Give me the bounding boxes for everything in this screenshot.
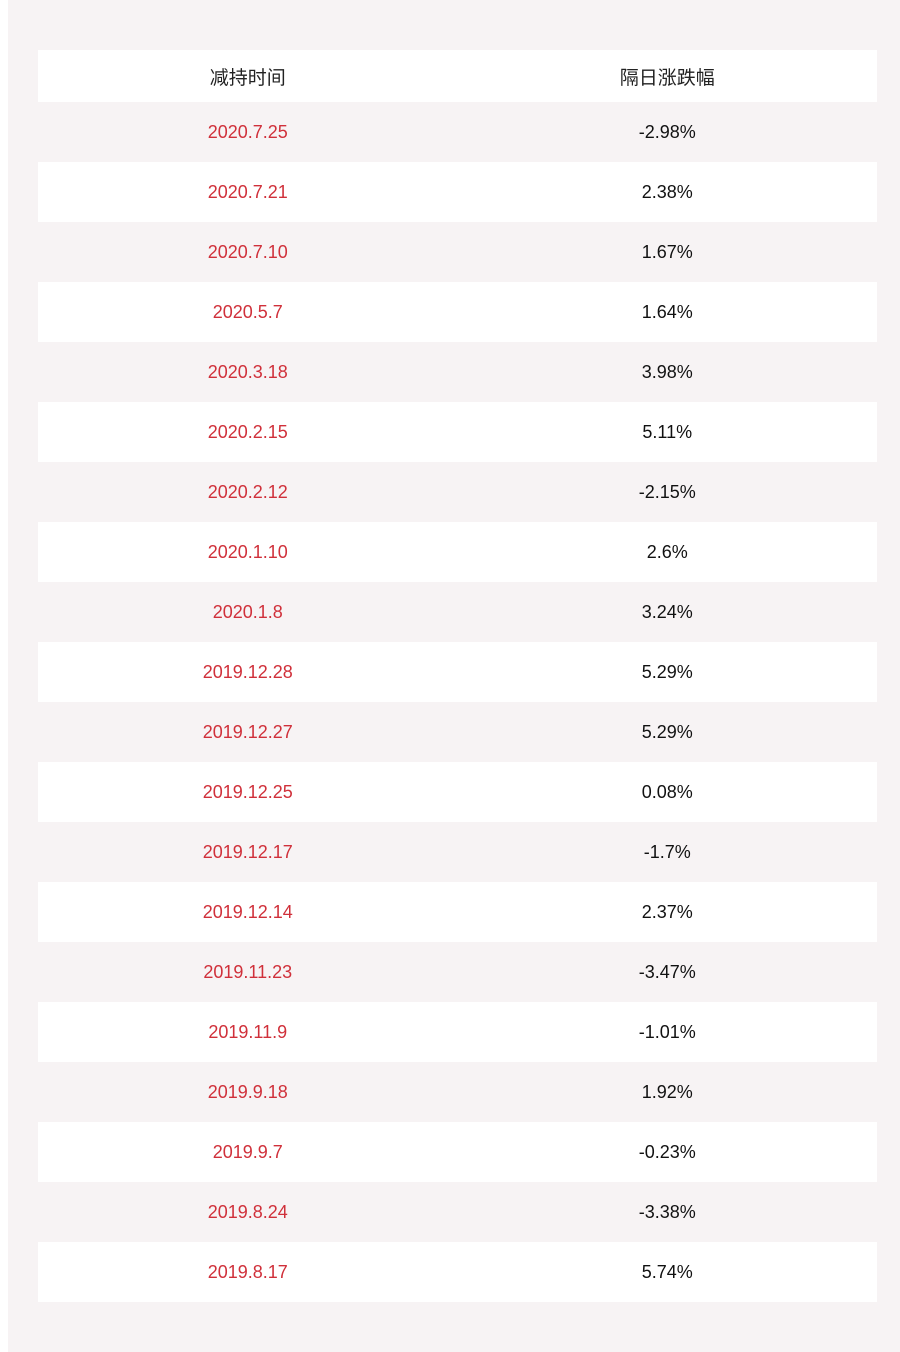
next-day-change-cell: 5.74% [641, 1261, 693, 1282]
reduction-date-cell: 2019.8.24 [207, 1201, 288, 1222]
table-row: 2020.7.10 1.67% [38, 222, 877, 282]
table-row: 2020.2.12 -2.15% [38, 462, 877, 522]
reduction-date-cell: 2019.12.17 [202, 841, 293, 862]
table-row: 2019.11.9 -1.01% [38, 1002, 877, 1062]
next-day-change-cell: 5.29% [641, 661, 693, 682]
next-day-change-cell: 1.64% [641, 301, 693, 322]
reduction-date-cell: 2020.7.25 [207, 121, 288, 142]
reduction-date-cell: 2019.12.25 [202, 781, 293, 802]
table-row: 2020.5.7 1.64% [38, 282, 877, 342]
header-reduction-date: 减持时间 [209, 66, 286, 89]
table-body: 2020.7.25 -2.98% 2020.7.21 2.38% 2020.7.10 1.… [38, 102, 877, 1302]
next-day-change-cell: 5.29% [641, 721, 693, 742]
reduction-date-cell: 2020.3.18 [207, 361, 288, 382]
next-day-change-cell: 3.98% [641, 361, 693, 382]
table-row: 2020.7.25 -2.98% [38, 102, 877, 162]
reduction-date-cell: 2020.7.21 [207, 181, 288, 202]
next-day-change-cell: -3.47% [638, 961, 696, 982]
next-day-change-cell: 1.67% [641, 241, 693, 262]
reduction-date-cell: 2019.11.9 [208, 1021, 288, 1042]
table-row: 2020.3.18 3.98% [38, 342, 877, 402]
table-row: 2019.12.28 5.29% [38, 642, 877, 702]
table-row: 2019.9.18 1.92% [38, 1062, 877, 1122]
reduction-date-cell: 2019.12.27 [202, 721, 293, 742]
table-header: 减持时间 隔日涨跌幅 [38, 50, 877, 102]
next-day-change-cell: -3.38% [638, 1201, 696, 1222]
reduction-date-cell: 2020.1.8 [212, 601, 283, 622]
table-row: 2020.2.15 5.11% [38, 402, 877, 462]
table-row: 2019.8.17 5.74% [38, 1242, 877, 1302]
table-row: 2020.1.10 2.6% [38, 522, 877, 582]
table-row: 2019.9.7 -0.23% [38, 1122, 877, 1182]
reduction-date-cell: 2019.9.7 [212, 1141, 283, 1162]
table-card: 减持时间 隔日涨跌幅 2020.7.25 -2.98% 2020.7.21 2.38%… [8, 0, 900, 1352]
table-row: 2019.12.27 5.29% [38, 702, 877, 762]
header-next-day-change: 隔日涨跌幅 [619, 66, 715, 89]
reduction-date-cell: 2019.11.23 [203, 961, 293, 982]
next-day-change-cell: 1.92% [641, 1081, 693, 1102]
table-row: 2019.12.17 -1.7% [38, 822, 877, 882]
reduction-date-cell: 2020.2.12 [207, 481, 288, 502]
table-row: 2019.11.23 -3.47% [38, 942, 877, 1002]
table-row: 2019.8.24 -3.38% [38, 1182, 877, 1242]
reduction-date-cell: 2019.8.17 [207, 1261, 288, 1282]
reduction-date-cell: 2020.2.15 [207, 421, 288, 442]
table-row: 2020.7.21 2.38% [38, 162, 877, 222]
reduction-date-cell: 2020.1.10 [207, 541, 288, 562]
reduction-date-cell: 2019.9.18 [207, 1081, 288, 1102]
next-day-change-cell: 2.6% [646, 541, 688, 562]
next-day-change-cell: 0.08% [641, 781, 693, 802]
next-day-change-cell: -1.01% [638, 1021, 696, 1042]
next-day-change-cell: 2.38% [641, 181, 693, 202]
table-row: 2019.12.25 0.08% [38, 762, 877, 822]
table-row: 2019.12.14 2.37% [38, 882, 877, 942]
next-day-change-cell: 2.37% [641, 901, 693, 922]
next-day-change-cell: -1.7% [643, 841, 691, 862]
reduction-date-cell: 2020.7.10 [207, 241, 288, 262]
reduction-date-cell: 2020.5.7 [212, 301, 283, 322]
next-day-change-cell: -0.23% [638, 1141, 696, 1162]
reduction-date-cell: 2019.12.28 [202, 661, 293, 682]
table-row: 2020.1.8 3.24% [38, 582, 877, 642]
reduction-table: 减持时间 隔日涨跌幅 2020.7.25 -2.98% 2020.7.21 2.38%… [38, 50, 877, 1302]
reduction-date-cell: 2019.12.14 [202, 901, 293, 922]
next-day-change-cell: 3.24% [641, 601, 693, 622]
next-day-change-cell: -2.15% [638, 481, 696, 502]
next-day-change-cell: -2.98% [638, 121, 696, 142]
next-day-change-cell: 5.11% [642, 421, 693, 442]
